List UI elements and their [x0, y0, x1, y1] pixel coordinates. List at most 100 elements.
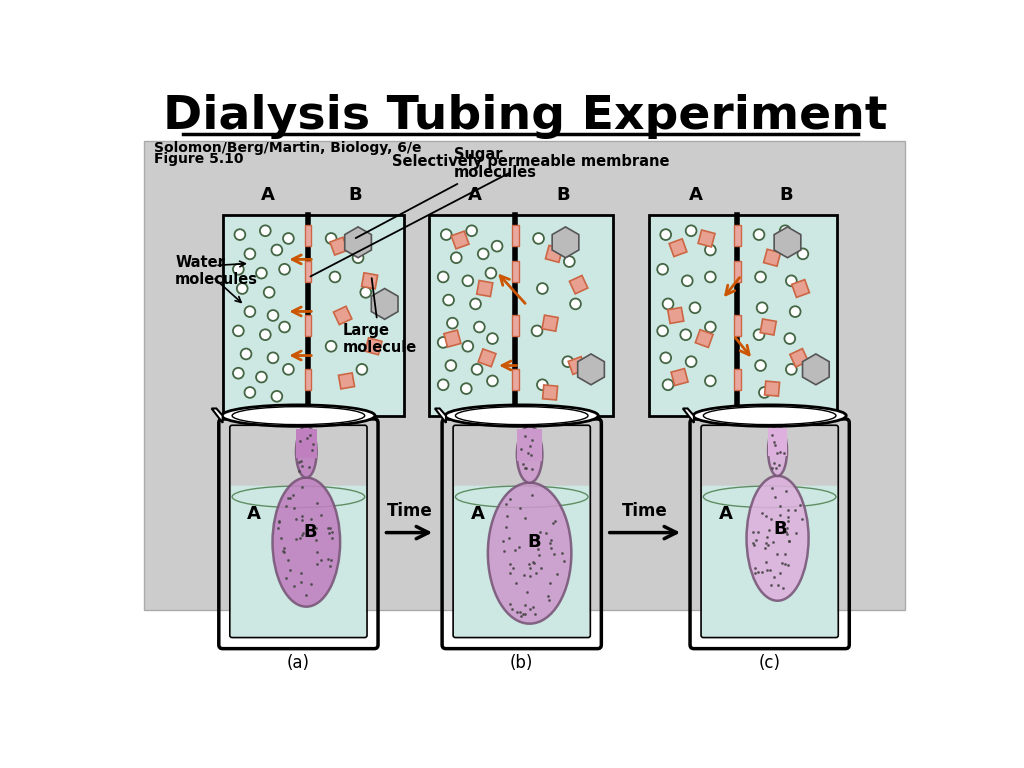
Text: Figure 5.10: Figure 5.10: [154, 152, 243, 166]
Circle shape: [562, 356, 573, 367]
Bar: [792, 280, 809, 297]
Text: A: A: [468, 186, 482, 204]
Ellipse shape: [232, 407, 365, 425]
Bar: [569, 276, 588, 294]
Circle shape: [474, 322, 484, 333]
Circle shape: [256, 372, 267, 382]
Circle shape: [256, 268, 267, 279]
Text: B: B: [303, 523, 316, 541]
Polygon shape: [683, 409, 694, 423]
Ellipse shape: [222, 405, 375, 426]
Ellipse shape: [296, 425, 316, 478]
Text: Solomon/Berg/Martin, Biology, 6/e: Solomon/Berg/Martin, Biology, 6/e: [154, 141, 421, 155]
Circle shape: [245, 306, 255, 317]
Circle shape: [283, 233, 294, 244]
Bar: [734, 369, 740, 390]
Circle shape: [485, 268, 497, 279]
Circle shape: [443, 295, 454, 306]
Circle shape: [283, 364, 294, 375]
Ellipse shape: [693, 405, 846, 426]
Circle shape: [451, 253, 462, 263]
Circle shape: [438, 379, 449, 390]
Text: A: A: [689, 186, 702, 204]
Circle shape: [280, 264, 290, 275]
Circle shape: [233, 326, 244, 336]
Circle shape: [657, 264, 668, 275]
Bar: [669, 239, 687, 257]
Circle shape: [705, 322, 716, 333]
Circle shape: [660, 229, 671, 240]
Ellipse shape: [456, 407, 588, 425]
Circle shape: [564, 257, 574, 267]
Bar: [546, 245, 562, 263]
Circle shape: [537, 379, 548, 390]
Bar: [649, 215, 838, 415]
Circle shape: [682, 276, 692, 286]
Circle shape: [245, 387, 255, 398]
Text: A: A: [261, 186, 275, 204]
Bar: [517, 429, 543, 461]
Circle shape: [445, 360, 457, 371]
Bar: [478, 349, 496, 366]
Bar: [305, 315, 311, 336]
Ellipse shape: [768, 425, 787, 476]
Circle shape: [680, 329, 691, 340]
Circle shape: [663, 299, 674, 310]
Circle shape: [466, 225, 477, 236]
Circle shape: [352, 253, 364, 263]
Ellipse shape: [517, 426, 543, 483]
Bar: [734, 260, 740, 282]
Bar: [365, 338, 382, 355]
Circle shape: [356, 364, 368, 375]
Circle shape: [237, 283, 248, 294]
Bar: [542, 315, 558, 331]
Ellipse shape: [445, 405, 598, 426]
Text: Dialysis Tubing Experiment: Dialysis Tubing Experiment: [163, 94, 887, 138]
Bar: [668, 307, 684, 323]
Text: (a): (a): [287, 654, 310, 673]
FancyBboxPatch shape: [454, 485, 590, 637]
Circle shape: [233, 368, 244, 379]
Circle shape: [326, 341, 337, 352]
Circle shape: [570, 299, 581, 310]
Circle shape: [757, 303, 767, 313]
Circle shape: [786, 276, 797, 286]
Bar: [223, 215, 403, 415]
Circle shape: [537, 283, 548, 294]
Bar: [698, 230, 715, 247]
Circle shape: [786, 364, 797, 375]
Circle shape: [798, 249, 808, 260]
Polygon shape: [345, 227, 372, 258]
Circle shape: [657, 326, 668, 336]
Bar: [765, 381, 779, 396]
Ellipse shape: [746, 476, 809, 601]
Text: B: B: [348, 186, 361, 204]
Circle shape: [686, 356, 696, 367]
FancyBboxPatch shape: [230, 485, 367, 637]
Polygon shape: [578, 354, 604, 385]
Circle shape: [531, 326, 543, 336]
Bar: [760, 319, 776, 335]
Bar: [695, 329, 713, 347]
Circle shape: [264, 287, 274, 298]
Circle shape: [780, 225, 791, 236]
Circle shape: [689, 303, 700, 313]
Bar: [330, 237, 348, 255]
Text: B: B: [556, 186, 570, 204]
Bar: [305, 224, 311, 247]
Circle shape: [441, 229, 452, 240]
Polygon shape: [552, 227, 579, 258]
Text: (b): (b): [510, 654, 534, 673]
Bar: [361, 273, 378, 289]
Circle shape: [534, 233, 544, 244]
Bar: [305, 260, 311, 282]
Circle shape: [271, 391, 283, 402]
Circle shape: [234, 229, 246, 240]
Ellipse shape: [232, 486, 365, 508]
Bar: [444, 330, 461, 347]
Circle shape: [241, 349, 252, 359]
Ellipse shape: [703, 486, 836, 508]
Circle shape: [754, 329, 764, 340]
Circle shape: [755, 360, 766, 371]
FancyBboxPatch shape: [701, 485, 838, 637]
